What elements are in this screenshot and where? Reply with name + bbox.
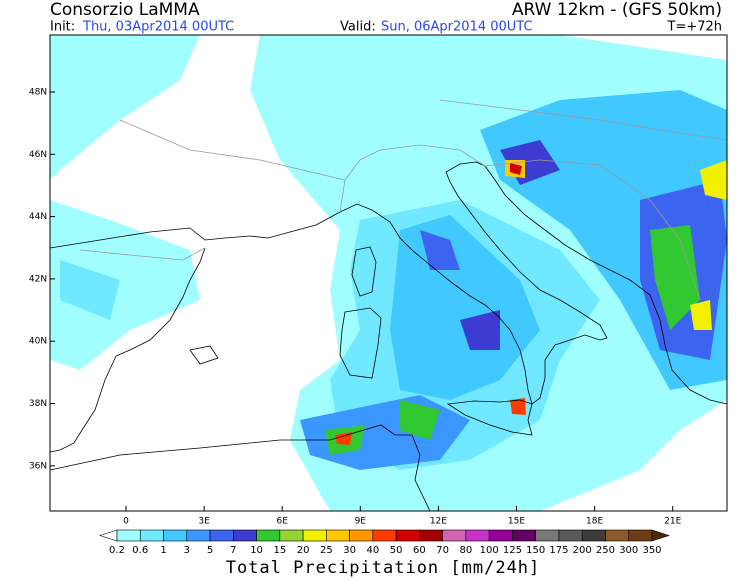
colorbar-swatch <box>535 529 560 542</box>
lat-label: 36N <box>29 461 47 471</box>
colorbar-label: 60 <box>413 545 426 556</box>
colorbar-swatch <box>209 529 234 542</box>
colorbar: 0.2 0.6 1 3 5 7 10 15 20 25 30 40 50 60 70 80 100 125 150 1… <box>99 529 670 556</box>
colorbar-swatch <box>302 529 327 542</box>
colorbar-swatch <box>279 529 304 542</box>
colorbar-label: 0.2 <box>109 545 125 556</box>
colorbar-label: 200 <box>573 545 592 556</box>
map-frame <box>49 34 728 512</box>
colorbar-swatch <box>326 529 350 542</box>
colorbar-label: 25 <box>320 545 333 556</box>
lon-label: 0 <box>123 517 129 527</box>
colorbar-swatch <box>512 529 536 542</box>
colorbar-swatch <box>442 529 467 542</box>
colorbar-swatch <box>419 529 443 542</box>
colorbar-label: 100 <box>480 545 499 556</box>
map-axes: 48N 46N 44N 42N 40N 38N 36N 0 3E 6E 9E 12E 15E 18E 21E <box>29 88 682 527</box>
colorbar-label: 7 <box>230 545 236 556</box>
colorbar-swatch <box>233 529 257 542</box>
colorbar-swatch <box>488 529 513 542</box>
colorbar-label: 150 <box>526 545 545 556</box>
colorbar-title: Total Precipitation [mm/24h] <box>226 558 541 578</box>
colorbar-swatch <box>395 529 420 542</box>
lon-label: 3E <box>198 517 210 527</box>
colorbar-swatch <box>186 529 211 542</box>
colorbar-label: 0.6 <box>132 545 148 556</box>
colorbar-swatch <box>605 529 630 542</box>
colorbar-label: 15 <box>273 545 286 556</box>
colorbar-label: 20 <box>297 545 310 556</box>
lon-label: 12E <box>430 517 447 527</box>
lead-time: T=+72h <box>666 20 722 35</box>
colorbar-swatch <box>349 529 374 542</box>
lat-label: 46N <box>29 150 47 160</box>
colorbar-label: 350 <box>642 545 661 556</box>
model-info: ARW 12km - (GFS 50km) <box>512 0 722 20</box>
lon-label: 9E <box>355 517 367 527</box>
colorbar-label: 5 <box>207 545 213 556</box>
colorbar-swatch <box>163 529 188 542</box>
borders <box>79 99 727 301</box>
map <box>49 34 728 512</box>
colorbar-swatch <box>139 529 164 542</box>
lat-label: 38N <box>29 399 47 409</box>
colorbar-label: 175 <box>549 545 568 556</box>
lat-label: 48N <box>29 88 47 98</box>
colorbar-label: 125 <box>503 545 522 556</box>
colorbar-swatch <box>256 529 281 542</box>
colorbar-swatch <box>465 529 490 542</box>
colorbar-swatch <box>558 529 583 542</box>
colorbar-swatch <box>581 529 606 542</box>
colorbar-label: 300 <box>619 545 638 556</box>
colorbar-label: 3 <box>184 545 190 556</box>
colorbar-label: 80 <box>460 545 473 556</box>
lon-label: 21E <box>664 517 681 527</box>
lat-label: 42N <box>29 274 47 284</box>
valid-label: Valid: <box>340 20 376 35</box>
colorbar-label: 30 <box>343 545 356 556</box>
lon-label: 15E <box>508 517 525 527</box>
init-date: Thu, 03Apr2014 00UTC <box>82 20 234 35</box>
colorbar-swatch <box>628 529 653 542</box>
lon-label: 6E <box>276 517 288 527</box>
colorbar-label: 70 <box>436 545 449 556</box>
coastlines <box>50 161 727 511</box>
colorbar-label: 10 <box>250 545 263 556</box>
colorbar-over <box>651 529 670 542</box>
init-label: Init: <box>50 20 75 35</box>
valid-date: Sun, 06Apr2014 00UTC <box>381 20 533 35</box>
header-title: Consorzio LaMMA <box>50 0 200 20</box>
lon-label: 18E <box>586 517 603 527</box>
colorbar-label: 1 <box>160 545 166 556</box>
colorbar-under <box>99 529 118 542</box>
colorbar-label: 250 <box>596 545 615 556</box>
colorbar-label: 50 <box>390 545 403 556</box>
colorbar-swatch <box>116 529 141 542</box>
lat-label: 44N <box>29 212 47 222</box>
precip-field <box>50 35 727 511</box>
colorbar-swatch <box>372 529 397 542</box>
lat-label: 40N <box>29 337 47 347</box>
colorbar-label: 40 <box>367 545 380 556</box>
